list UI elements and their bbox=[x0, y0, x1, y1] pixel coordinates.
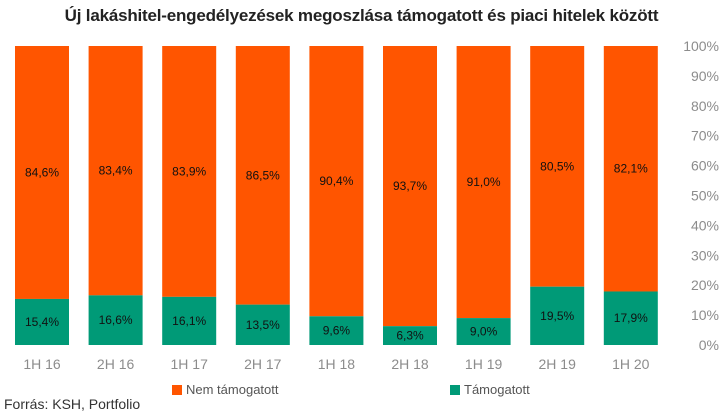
bar-tamogatott-7 bbox=[530, 286, 585, 345]
bars-layer: 84,6% 15,4% 83,4% 16,6% 83,9% 16,1% 86,5% 13,5%… bbox=[15, 46, 658, 345]
legend: Nem támogatott Támogatott bbox=[172, 382, 530, 397]
bar-nem-tamogatott-0 bbox=[15, 46, 69, 299]
data-label-nem-tamogatott-5: 93,7% bbox=[393, 179, 427, 193]
bar-tamogatott-4 bbox=[309, 316, 364, 345]
data-label-tamogatott-6: 9,0% bbox=[470, 325, 498, 339]
data-label-tamogatott-4: 9,6% bbox=[323, 324, 351, 338]
bar-nem-tamogatott-3 bbox=[235, 46, 290, 305]
bar-nem-tamogatott-2 bbox=[162, 46, 217, 297]
y-tick-label: 100% bbox=[683, 38, 719, 54]
legend-nem-tamogatott-swatch bbox=[172, 385, 182, 395]
data-label-tamogatott-7: 19,5% bbox=[540, 309, 574, 323]
bar-tamogatott-1 bbox=[88, 295, 143, 345]
y-tick-label: 80% bbox=[691, 98, 719, 114]
y-tick-label: 90% bbox=[691, 68, 719, 84]
data-label-nem-tamogatott-4: 90,4% bbox=[319, 174, 353, 188]
y-tick-label: 30% bbox=[691, 247, 719, 263]
x-tick-label: 1H 16 bbox=[23, 356, 61, 372]
data-label-nem-tamogatott-3: 86,5% bbox=[246, 168, 280, 182]
bar-nem-tamogatott-8 bbox=[603, 46, 658, 292]
x-tick-label: 2H 16 bbox=[97, 356, 135, 372]
data-label-tamogatott-0: 15,4% bbox=[25, 315, 59, 329]
x-tick-label: 1H 20 bbox=[612, 356, 650, 372]
data-label-nem-tamogatott-1: 83,4% bbox=[99, 164, 133, 178]
x-tick-label: 1H 17 bbox=[171, 356, 209, 372]
x-tick-label: 2H 17 bbox=[244, 356, 282, 372]
bar-nem-tamogatott-1 bbox=[88, 46, 143, 296]
y-tick-label: 50% bbox=[691, 188, 719, 204]
bar-nem-tamogatott-7 bbox=[530, 46, 585, 287]
data-label-nem-tamogatott-0: 84,6% bbox=[25, 165, 59, 179]
x-tick-label: 1H 18 bbox=[318, 356, 356, 372]
y-tick-label: 70% bbox=[691, 128, 719, 144]
bar-nem-tamogatott-5 bbox=[383, 46, 437, 327]
bar-tamogatott-3 bbox=[235, 304, 290, 345]
chart-title: Új lakáshitel-engedélyezések megoszlása … bbox=[64, 6, 659, 25]
bar-tamogatott-5 bbox=[383, 326, 437, 345]
y-tick-label: 10% bbox=[691, 307, 719, 323]
data-label-nem-tamogatott-8: 82,1% bbox=[614, 162, 648, 176]
legend-tamogatott-swatch bbox=[450, 385, 460, 395]
y-axis: 0% 10% 20% 30% 40% 50% 60% 70% 80% 90% 100% bbox=[683, 38, 719, 353]
data-label-tamogatott-2: 16,1% bbox=[172, 314, 206, 328]
bar-tamogatott-6 bbox=[456, 318, 511, 345]
y-tick-label: 20% bbox=[691, 277, 719, 293]
bar-tamogatott-0 bbox=[15, 298, 69, 345]
source-note: Forrás: KSH, Portfolio bbox=[4, 396, 141, 412]
data-label-nem-tamogatott-6: 91,0% bbox=[467, 175, 501, 189]
legend-tamogatott-label: Támogatott bbox=[464, 382, 530, 397]
y-tick-label: 40% bbox=[691, 217, 719, 233]
data-label-tamogatott-8: 17,9% bbox=[614, 311, 648, 325]
y-tick-label: 60% bbox=[691, 158, 719, 174]
legend-nem-tamogatott-label: Nem támogatott bbox=[186, 382, 279, 397]
bar-nem-tamogatott-4 bbox=[309, 46, 364, 317]
data-label-tamogatott-5: 6,3% bbox=[396, 329, 424, 343]
x-axis: 1H 16 2H 16 1H 17 2H 17 1H 18 2H 18 1H 19 2H 19… bbox=[23, 356, 649, 372]
x-tick-label: 2H 18 bbox=[391, 356, 429, 372]
data-label-tamogatott-3: 13,5% bbox=[246, 318, 280, 332]
bar-tamogatott-8 bbox=[603, 291, 658, 345]
x-tick-label: 1H 19 bbox=[465, 356, 503, 372]
data-label-nem-tamogatott-2: 83,9% bbox=[172, 164, 206, 178]
y-tick-label: 0% bbox=[699, 337, 719, 353]
bar-tamogatott-2 bbox=[162, 296, 217, 345]
bar-nem-tamogatott-6 bbox=[456, 46, 511, 319]
x-tick-label: 2H 19 bbox=[539, 356, 577, 372]
data-label-tamogatott-1: 16,6% bbox=[99, 313, 133, 327]
data-label-nem-tamogatott-7: 80,5% bbox=[540, 159, 574, 173]
